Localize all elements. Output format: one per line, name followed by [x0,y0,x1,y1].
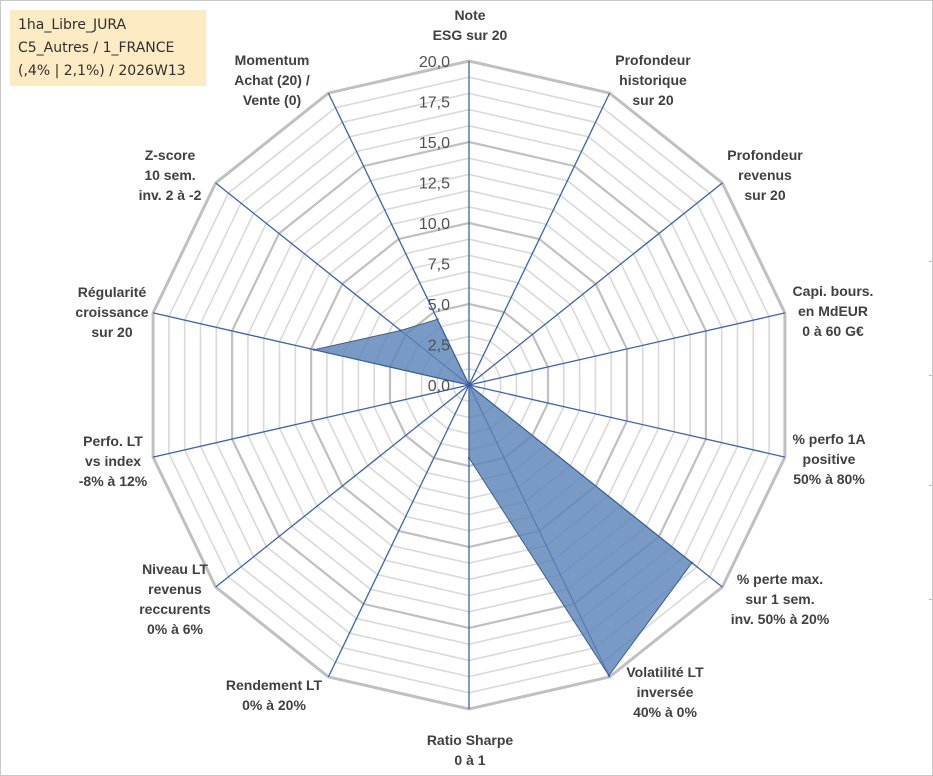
tick-label: 17,5 [419,95,450,112]
axis-label: Niveau LT revenus reccurents 0% à 6% [139,561,211,637]
tick-label: 5,0 [428,297,450,314]
radar-spoke [468,312,786,386]
edge-tick [929,599,932,600]
data-point [467,383,471,387]
tick-label: 2,5 [428,338,450,355]
axis-label: % perfo 1A positive 50% à 80% [792,431,865,487]
radar-spoke [152,384,470,458]
radar-spoke [468,92,611,386]
axis-label: Capi. bours. en MdEUR 0 à 60 G€ [793,283,874,339]
axis-label: Profondeur historique sur 20 [615,52,691,108]
axis-label: Rendement LT 0% à 20% [226,677,323,713]
info-line-2: C5_Autres / 1_FRANCE [18,40,175,56]
info-line-3: (,4% | 2,1%) / 2026W13 [18,63,186,79]
radar-spoke [468,182,723,386]
radar-spoke [327,384,470,678]
tick-label: 7,5 [428,257,450,274]
info-line-1: 1ha_Libre_JURA [18,17,127,33]
axis-label: Note ESG sur 20 [433,7,508,43]
data-point [399,329,402,332]
axis-label: Ratio Sharpe 0 à 1 [427,732,514,768]
data-point [313,348,316,351]
axis-label: % perte max. sur 1 sem. inv. 50% à 20% [731,571,830,627]
data-point [436,318,439,321]
axis-label: Z-score 10 sem. inv. 2 à -2 [139,147,202,203]
tick-label: 0,0 [428,378,450,395]
edge-tick [929,485,932,486]
edge-tick [929,375,932,376]
axis-label: Momentum Achat (20) / Vente (0) [234,52,310,108]
radar-spoke [468,384,786,458]
axis-label: Profondeur revenus sur 20 [727,147,803,203]
tick-label: 20,0 [419,54,450,71]
axis-label: Perfo. LT vs index -8% à 12% [79,433,148,489]
axis-label: Régularité croissance sur 20 [75,284,148,340]
tick-label: 15,0 [419,135,450,152]
radar-spoke [215,384,470,588]
data-point [467,456,471,460]
data-point [607,674,611,677]
info-box: 1ha_Libre_JURA C5_Autres / 1_FRANCE (,4%… [10,10,206,86]
edge-tick [929,261,932,262]
tick-label: 10,0 [419,216,450,233]
data-point [690,561,694,564]
tick-label: 12,5 [419,176,450,193]
axis-label: Volatilité LT inversée 40% à 0% [626,664,704,720]
